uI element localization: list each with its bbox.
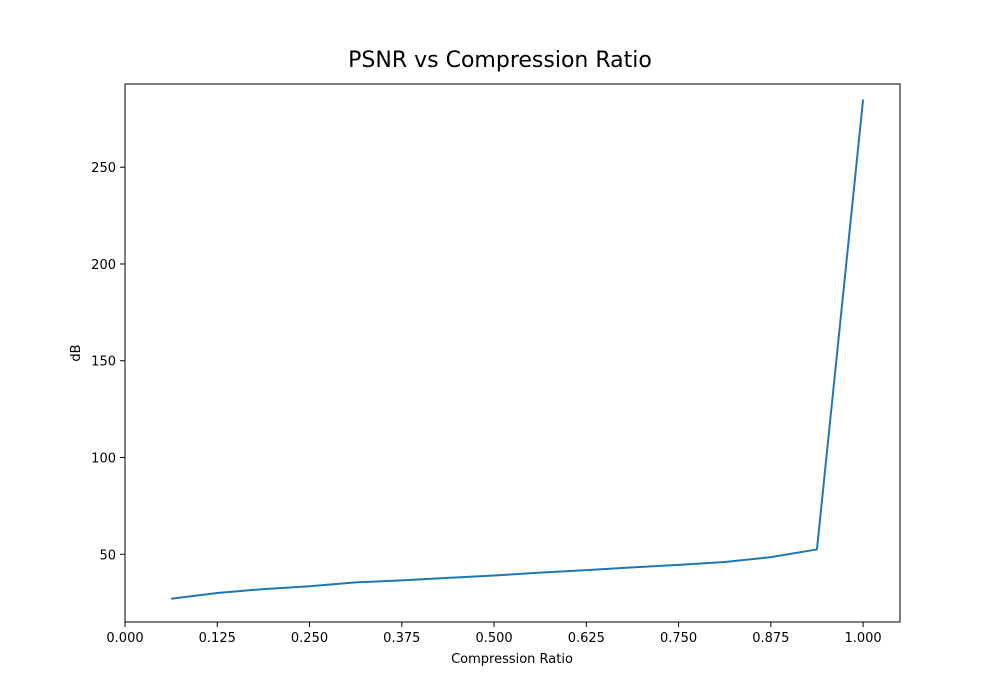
- series-layer: [171, 99, 865, 600]
- plot-area-frame: [124, 83, 901, 623]
- x-tick-label: 0.250: [291, 631, 328, 646]
- y-axis: 50 100 150 200 250: [91, 161, 125, 563]
- series-line: [171, 99, 865, 600]
- x-tick-label: 0.750: [660, 631, 697, 646]
- y-tick-label: 200: [91, 258, 116, 273]
- x-tick-label: 0.000: [106, 631, 143, 646]
- x-axis-label: Compression Ratio: [451, 652, 573, 667]
- y-tick-label: 150: [91, 355, 116, 370]
- x-axis: 0.000 0.125 0.250 0.375 0.500 0.625 0.750 0.875…: [106, 622, 882, 646]
- x-tick-label: 0.875: [752, 631, 789, 646]
- x-tick-label: 0.375: [383, 631, 420, 646]
- x-tick-label: 0.500: [475, 631, 512, 646]
- y-tick-label: 100: [91, 452, 116, 467]
- y-axis-label: dB: [69, 344, 84, 361]
- y-tick-label: 250: [91, 161, 116, 176]
- chart-title: PSNR vs Compression Ratio: [348, 48, 652, 73]
- x-tick-label: 1.000: [844, 631, 881, 646]
- y-tick-label: 50: [99, 548, 116, 563]
- x-tick-label: 0.625: [568, 631, 605, 646]
- x-tick-label: 0.125: [199, 631, 236, 646]
